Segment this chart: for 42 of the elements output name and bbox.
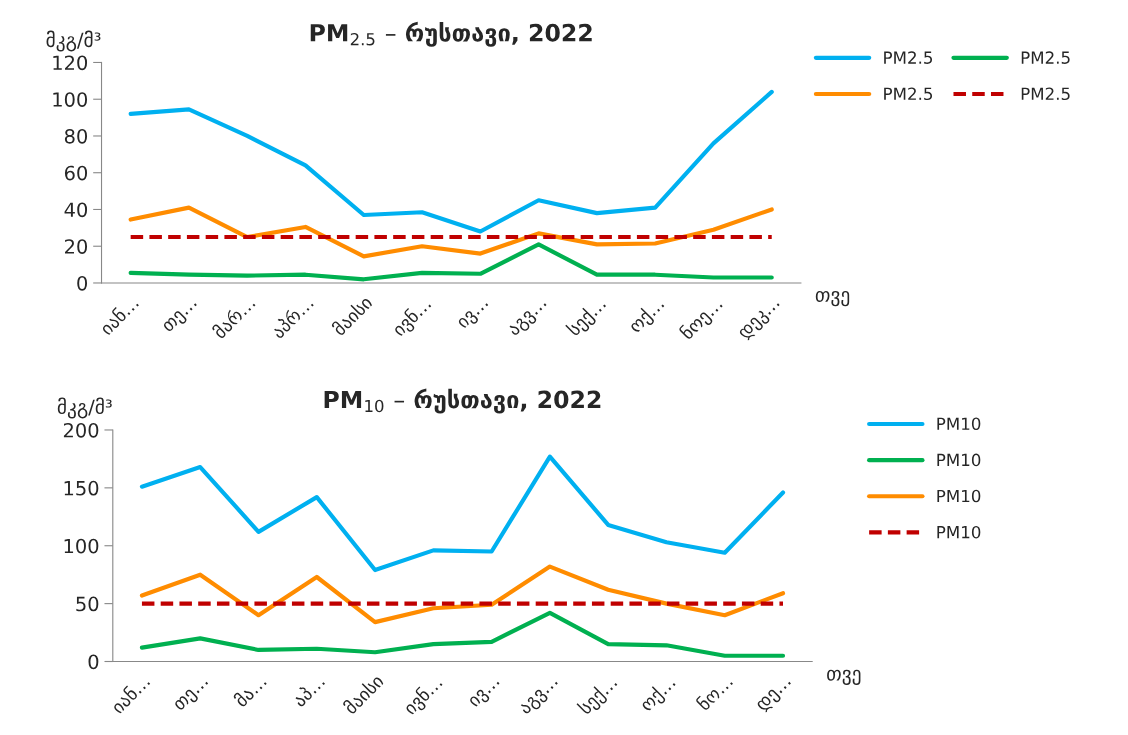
x-tick-label: მა… <box>232 673 267 708</box>
x-tick-label: თე… <box>173 676 212 714</box>
legend-label: PM2.5 <box>1021 51 1070 64</box>
line-series <box>139 454 786 573</box>
x-tick-label: ივ… <box>468 676 503 711</box>
y-tick-label: 40 <box>64 202 88 218</box>
y-tick-label: 60 <box>64 165 88 181</box>
x-tick-label: აპ… <box>290 673 326 708</box>
y-tick-label: 0 <box>88 654 99 670</box>
legend-label: PM10 <box>937 417 981 431</box>
x-tick-label: ნო… <box>695 673 734 712</box>
line-series <box>128 89 774 234</box>
x-axis-title: თვე <box>827 669 861 685</box>
y-tick-label: 50 <box>76 596 99 612</box>
legend-label: PM2.5 <box>884 87 933 101</box>
chart-title: PM$_{10}$ – რუსთავი, 2022 <box>324 388 601 414</box>
line-series <box>128 242 774 282</box>
legend-label: PM2.5 <box>884 51 933 64</box>
line-series <box>128 205 774 259</box>
legend-label: PM2.5 <box>1021 87 1070 101</box>
y-tick-label: 20 <box>65 239 88 254</box>
y-tick-label: 120 <box>53 55 88 71</box>
y-tick-label: 100 <box>53 92 88 107</box>
x-tick-label: ოქ… <box>637 674 679 715</box>
x-axis-title: თვე <box>815 290 850 307</box>
y-tick-label: 0 <box>77 275 88 291</box>
x-tick-label: ივ… <box>457 297 492 332</box>
y-tick-label: 200 <box>63 422 99 438</box>
x-tick-label: დე… <box>756 676 794 715</box>
y-tick-label: 80 <box>64 128 88 144</box>
y-axis-title: მკგ/მ³ <box>57 397 112 419</box>
y-axis-title: მკგ/მ³ <box>46 30 101 52</box>
line-series <box>139 610 786 658</box>
legend-label: PM10 <box>937 525 981 539</box>
x-tick-label: ოქ… <box>626 295 668 337</box>
y-tick-label: 150 <box>64 480 99 496</box>
chart-title: PM$_{2.5}$ – რუსთავი, 2022 <box>310 21 592 47</box>
y-tick-label: 100 <box>64 538 99 554</box>
legend-label: PM10 <box>937 453 981 467</box>
line-series <box>139 564 786 625</box>
x-tick-label: თე… <box>162 297 200 336</box>
legend-label: PM10 <box>937 489 981 503</box>
